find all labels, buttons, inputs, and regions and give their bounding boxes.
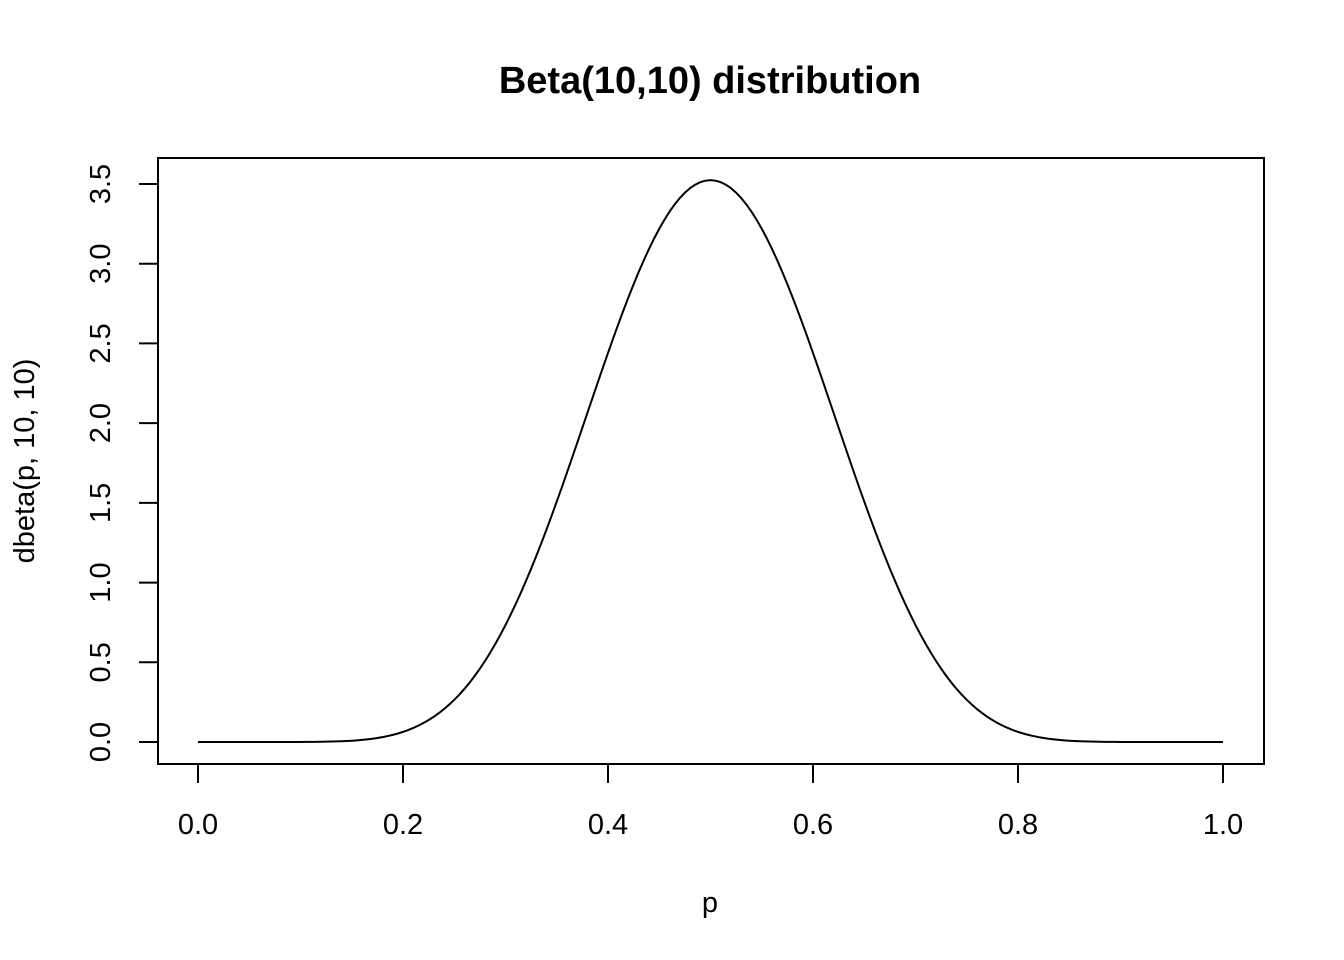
x-tick-label: 0.2 xyxy=(383,809,423,841)
x-axis-label: p xyxy=(702,887,718,919)
y-tick-label: 0.0 xyxy=(85,722,117,762)
chart-title: Beta(10,10) distribution xyxy=(499,60,921,102)
y-tick-label: 1.5 xyxy=(85,483,117,523)
y-tick-label: 2.5 xyxy=(85,323,117,363)
x-tick-label: 0.4 xyxy=(588,809,628,841)
x-tick-label: 1.0 xyxy=(1203,809,1243,841)
y-axis-label: dbeta(p, 10, 10) xyxy=(9,359,41,564)
y-tick-label: 3.5 xyxy=(85,164,117,204)
y-tick-label: 2.0 xyxy=(85,403,117,443)
x-axis: 0.0 0.2 0.4 0.6 0.8 1.0 xyxy=(178,764,1243,841)
y-axis: 0.0 0.5 1.0 1.5 2.0 2.5 3.0 3.5 xyxy=(85,164,158,762)
x-tick-label: 0.6 xyxy=(793,809,833,841)
y-tick-label: 3.0 xyxy=(85,244,117,284)
y-tick-label: 0.5 xyxy=(85,642,117,682)
density-curve xyxy=(198,179,1223,743)
plot-frame xyxy=(157,157,1265,765)
y-tick-label: 1.0 xyxy=(85,562,117,602)
x-tick-label: 0.8 xyxy=(998,809,1038,841)
x-tick-label: 0.0 xyxy=(178,809,218,841)
